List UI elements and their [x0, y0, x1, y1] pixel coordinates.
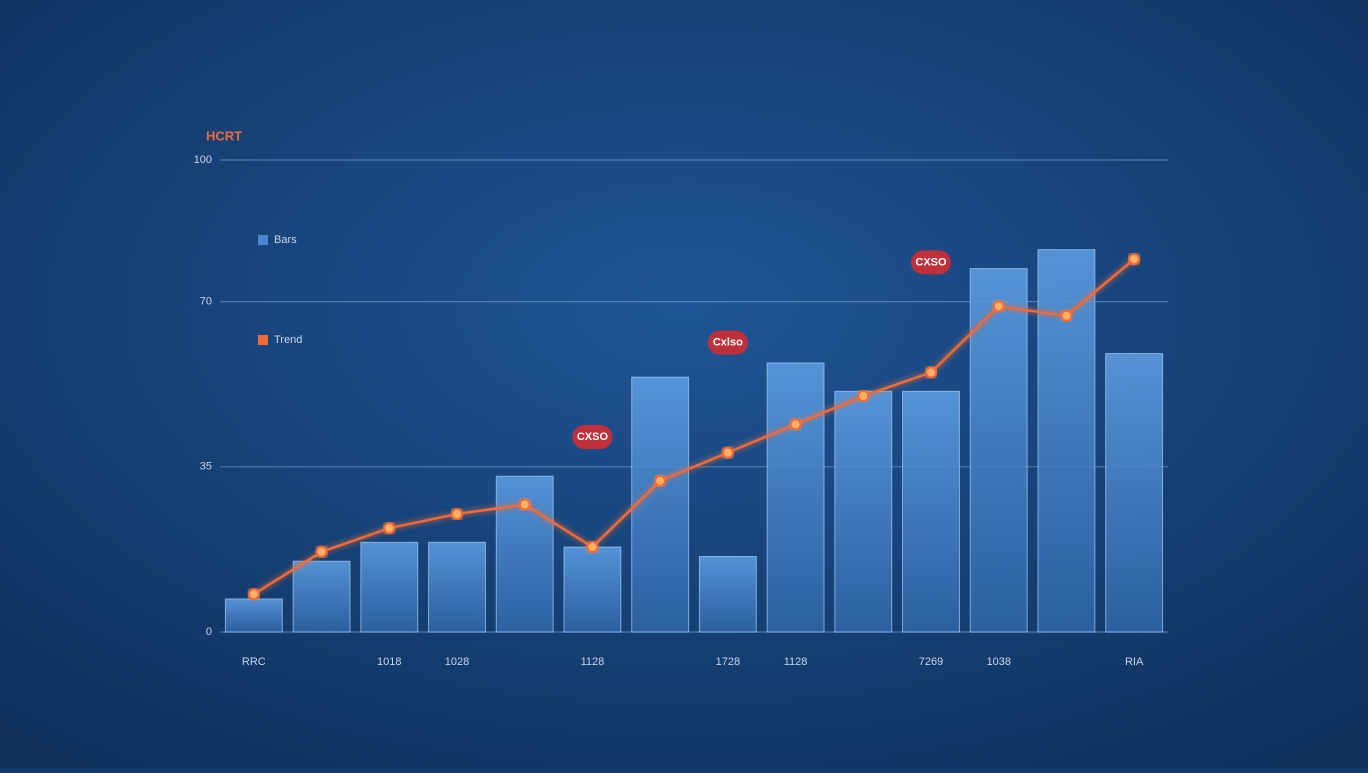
annotation-bubble	[911, 250, 951, 275]
trend-point	[383, 522, 396, 535]
trend-point	[654, 474, 667, 487]
bar	[360, 541, 419, 633]
trend-point	[1128, 253, 1141, 266]
x-tick-label: RIA	[1125, 656, 1144, 668]
trend-line	[253, 258, 1135, 596]
annotation-text: CXSO	[577, 431, 609, 443]
trend-point	[857, 390, 870, 402]
bar	[1105, 353, 1164, 633]
bar	[834, 390, 893, 633]
y-tick-label: 100	[194, 154, 212, 166]
x-tick-label: 1128	[581, 656, 605, 668]
trend-point	[789, 418, 802, 431]
trend-point	[451, 508, 463, 520]
x-tick-label: 1128	[784, 656, 808, 668]
legend-label: Bars	[274, 234, 297, 246]
legend-swatch	[258, 235, 268, 245]
bar	[224, 598, 283, 633]
annotation-bubble	[572, 425, 613, 450]
legend-swatch	[258, 335, 268, 345]
x-tick-label: 1018	[377, 656, 401, 668]
bar	[969, 268, 1028, 633]
x-tick-label: 1028	[445, 656, 469, 668]
annotation-bubble	[707, 330, 748, 355]
annotation-text: CXSO	[915, 256, 947, 268]
trend-point	[518, 498, 531, 511]
x-tick-label: 1728	[716, 656, 740, 668]
x-tick-label: 1038	[986, 656, 1010, 668]
bar	[1037, 249, 1096, 633]
trend-point	[992, 300, 1005, 313]
legend-label: Trend	[274, 334, 302, 346]
bar	[766, 362, 825, 633]
trend-point	[1060, 309, 1073, 322]
y-tick-label: 35	[200, 461, 212, 473]
chart-title: HCRT	[206, 128, 242, 143]
annotation-text: Cxlso	[713, 337, 743, 349]
bar	[292, 560, 351, 633]
trend-point	[315, 545, 328, 558]
y-tick-label: 70	[200, 296, 212, 308]
trend-point	[247, 588, 260, 601]
x-tick-label: 7269	[919, 656, 943, 668]
bar	[428, 541, 486, 633]
bar	[631, 376, 690, 633]
y-tick-label: 0	[206, 626, 212, 638]
x-tick-label: RRC	[242, 656, 266, 668]
